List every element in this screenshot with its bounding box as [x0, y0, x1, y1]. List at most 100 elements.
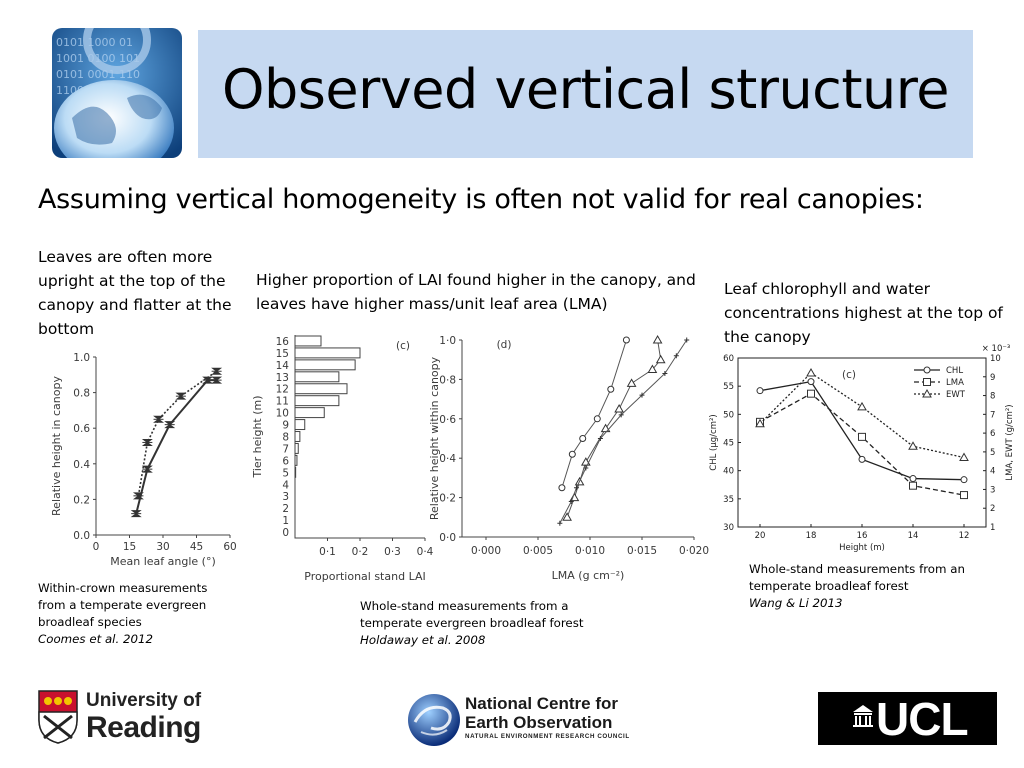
lma-data-point [647, 364, 658, 374]
angle-xtick-label: 45 [190, 541, 203, 553]
lai-bar [294, 466, 297, 478]
lai-panel-label: (c) [396, 340, 410, 352]
lai-x-axis-title: Proportional stand LAI [304, 570, 425, 583]
lma-data-point [579, 435, 587, 442]
angle-data-point [164, 421, 176, 429]
middle-caption: Higher proportion of LAI found higher in… [256, 271, 696, 313]
leaf-angle-chart: 0.0 0.2 0.4 0.6 0.8 1.0 0 15 30 45 60 Mean leaf ang… [50, 352, 237, 568]
angle-y-axis-title: Relative height in canopy [50, 376, 63, 516]
lai-xtick-label: 0·3 [384, 546, 401, 558]
angle-data-point [130, 510, 142, 518]
chl-xtick-label: 20 [755, 531, 766, 541]
nceo-logo: National Centre for Earth Observation NA… [407, 692, 637, 748]
chl-ytick-label: 50 [723, 410, 734, 420]
chl-y2tick-label: 2 [990, 504, 995, 514]
chl-xtick-label: 12 [959, 531, 970, 541]
lma-data-point [652, 334, 663, 344]
lai-ytick-label: 1 [282, 515, 289, 527]
lai-ytick-label: 12 [276, 384, 289, 396]
lma-xtick-label: 0·000 [471, 545, 501, 557]
chl-series-line [759, 380, 965, 481]
angle-data-point [175, 392, 187, 400]
lma-series-line [566, 339, 662, 518]
middle-note: Whole-stand measurements from a temperat… [360, 598, 620, 649]
angle-data-point [141, 465, 153, 473]
slide-subtitle: Assuming vertical homogeneity is often n… [38, 184, 924, 215]
chl-data-point [858, 455, 866, 463]
chl-y2tick-label: 7 [990, 410, 995, 420]
chl-y2tick-label: 1 [990, 523, 995, 533]
ucl-wordmark: UCL [876, 693, 969, 745]
slide-title: Observed vertical structure [221, 58, 950, 121]
chl-legend-marker [922, 388, 932, 398]
lma-data-point [568, 499, 574, 505]
chl-y2tick-label: 8 [990, 392, 995, 402]
lai-y-axis-title: Tier height (m) [251, 395, 264, 478]
chl-y2tick-label: 10 [990, 354, 1001, 364]
lma-data-point [558, 484, 566, 492]
lma-panel-label: (d) [497, 339, 512, 351]
university-of-reading-logo: University of Reading [38, 690, 218, 746]
chl-ytick-label: 30 [723, 523, 734, 533]
chl-legend-label: CHL [946, 366, 963, 376]
middle-citation: Holdaway et al. 2008 [360, 633, 486, 647]
chl-xtick-label: 18 [806, 531, 817, 541]
lai-ytick-label: 2 [282, 503, 289, 515]
chl-data-point [857, 401, 867, 411]
chl-series-line [759, 392, 965, 496]
lma-line-chart: 0·0 0·2 0·4 0·6 0·8 1·0 0·000 0·005 0·010 0·015 0·… [428, 334, 709, 582]
lma-data-point [622, 336, 630, 344]
left-note-text: Within-crown measurements from a tempera… [38, 581, 208, 629]
lai-ytick-label: 6 [282, 455, 289, 467]
angle-data-point [132, 492, 144, 500]
lma-x-axis-title: LMA (g cm⁻²) [552, 569, 625, 582]
lai-ytick-label: 0 [282, 527, 289, 539]
lma-axes [461, 340, 694, 538]
nceo-line3: NATURAL ENVIRONMENT RESEARCH COUNCIL [465, 733, 630, 740]
lma-data-point [639, 392, 645, 398]
chl-data-point [755, 418, 765, 428]
lma-data-point [614, 403, 624, 413]
angle-ytick-label: 0.6 [73, 423, 90, 435]
chl-data-point [960, 491, 968, 500]
chl-ytick-label: 60 [723, 354, 734, 364]
angle-data-point [211, 367, 223, 375]
middle-note-text: Whole-stand measurements from a temperat… [360, 599, 584, 630]
lma-xtick-label: 0·020 [679, 545, 709, 557]
lai-ytick-label: 16 [276, 336, 290, 348]
lai-bar [294, 419, 306, 431]
lai-bar [294, 454, 298, 466]
lai-ytick-label: 8 [282, 432, 289, 444]
chl-data-point [807, 389, 815, 398]
lma-ytick-label: 0·0 [439, 532, 456, 544]
right-note-text: Whole-stand measurements from an tempera… [749, 562, 965, 593]
lma-xtick-label: 0·005 [523, 545, 553, 557]
angle-xtick-label: 15 [123, 541, 136, 553]
angle-data-point [141, 438, 153, 446]
lai-bar [294, 359, 356, 371]
chl-y2tick-label: 4 [990, 467, 995, 477]
chl-y2tick-label: 5 [990, 448, 995, 458]
portico-icon [853, 705, 873, 727]
lai-bar [294, 442, 299, 454]
angle-ytick-label: 0.2 [73, 494, 90, 506]
angle-x-axis-title: Mean leaf angle (°) [110, 555, 216, 568]
angle-ytick-label: 0.4 [73, 459, 90, 471]
chl-data-point [960, 476, 968, 484]
angle-series-line [135, 379, 217, 514]
lai-bar [294, 395, 340, 407]
lma-ytick-label: 0·8 [439, 374, 456, 386]
right-caption: Leaf chlorophyll and water concentration… [724, 280, 1003, 346]
chl-ytick-label: 40 [723, 467, 734, 477]
right-note: Whole-stand measurements from an tempera… [749, 561, 1009, 612]
chl-y2tick-label: 3 [990, 485, 995, 495]
lai-ytick-label: 14 [276, 360, 290, 372]
angle-ytick-label: 1.0 [73, 352, 90, 364]
chl-data-point [806, 368, 816, 377]
chl-panel-label: (c) [842, 369, 856, 381]
lma-series-line [561, 339, 627, 488]
chl-ytick-label: 35 [723, 495, 734, 505]
lma-y-axis-title: Relative height within canopy [428, 356, 441, 520]
